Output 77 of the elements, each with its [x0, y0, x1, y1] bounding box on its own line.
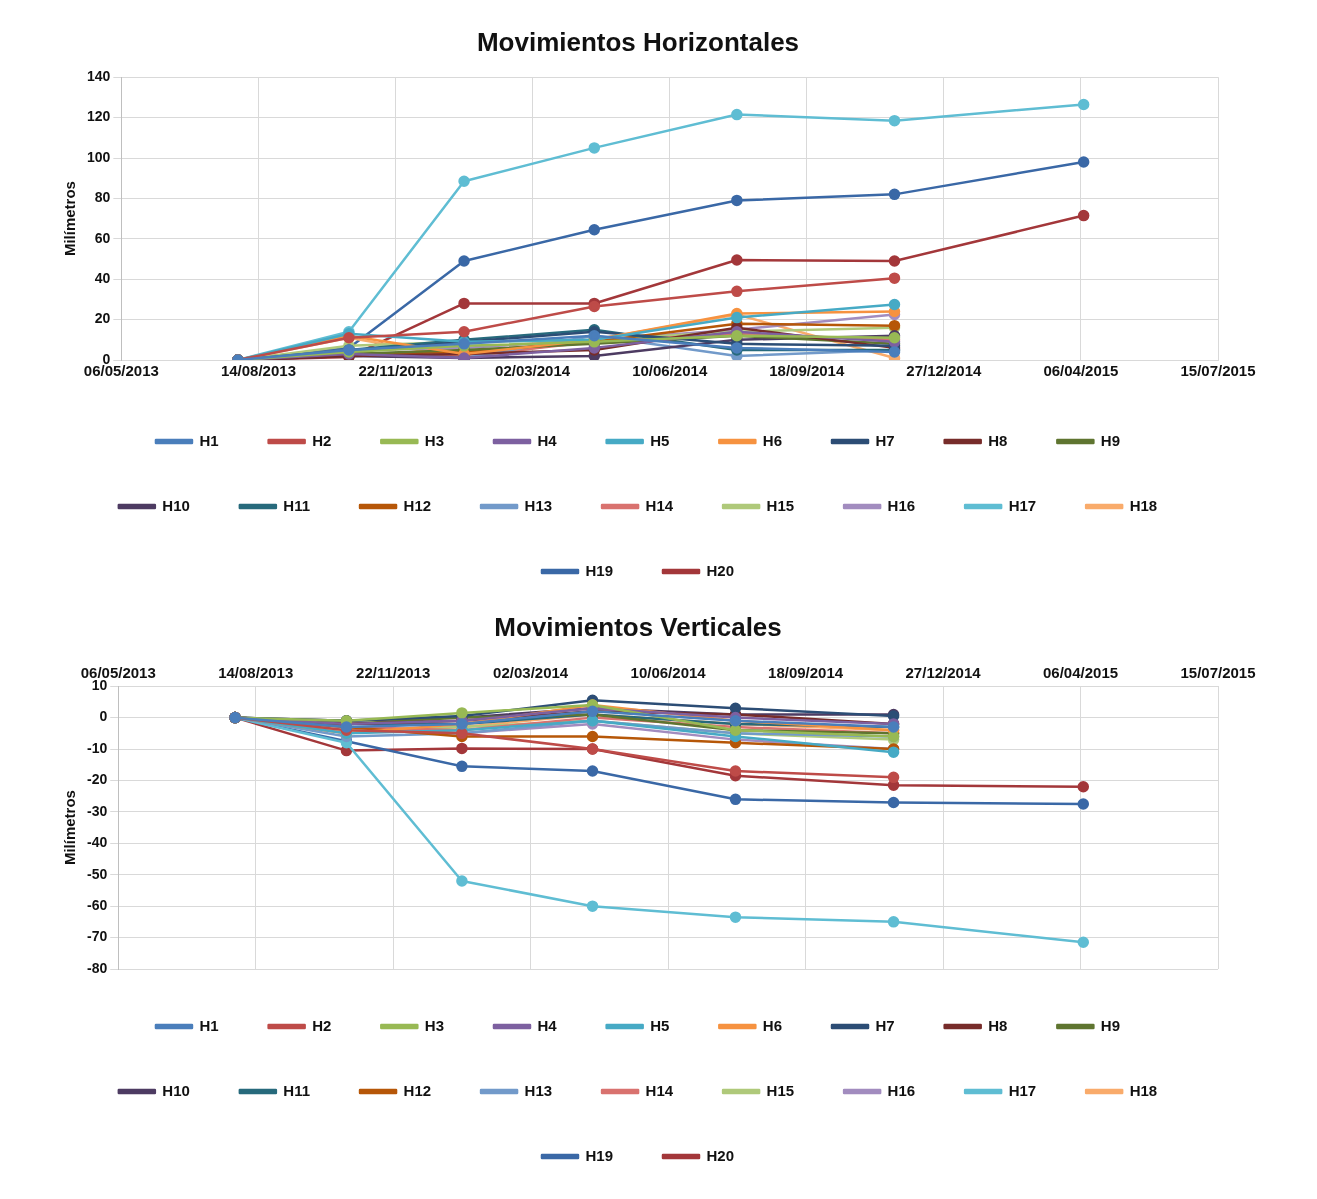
legend-label: H2	[312, 431, 332, 449]
legend-label: H10	[162, 496, 190, 514]
legend-label: H15	[766, 1081, 795, 1099]
y-tick-label: -50	[87, 865, 108, 882]
y-tick-label: 40	[94, 270, 111, 287]
legend-label: H13	[524, 496, 553, 514]
legend-label: H6	[762, 1016, 783, 1034]
legend-label: H14	[645, 496, 674, 514]
chart-title: Movimientos Horizontales	[476, 26, 800, 57]
y-tick-label: -30	[87, 802, 108, 819]
y-tick-label: -60	[87, 897, 108, 914]
legend-label: H11	[283, 496, 311, 514]
legend-label: H7	[875, 1016, 895, 1034]
y-tick-label: 10	[91, 677, 108, 694]
legend-label: H16	[887, 496, 916, 514]
y-tick-label: 60	[94, 229, 111, 246]
y-axis-title: Milímetros	[61, 181, 79, 257]
x2-tick-label: 18/09/2014	[768, 664, 844, 682]
legend-label: H4	[537, 1016, 558, 1034]
x-tick-label: 06/04/2015	[1043, 362, 1119, 380]
y-tick-label: -40	[87, 834, 108, 851]
x-tick-label: 27/12/2014	[906, 362, 983, 380]
legend-label: H11	[283, 1081, 311, 1099]
x2-tick-label: 02/03/2014	[493, 664, 569, 682]
legend-label: H9	[1100, 431, 1121, 449]
y-tick-label: 20	[94, 310, 111, 327]
y-tick-label: 0	[99, 708, 108, 725]
legend-label: H15	[766, 496, 795, 514]
x-tick-label: 15/07/2015	[1180, 362, 1256, 380]
legend-label: H12	[403, 496, 432, 514]
legend-label: H3	[424, 431, 444, 449]
legend-label: H20	[706, 1146, 735, 1164]
legend-label: H5	[650, 431, 670, 449]
y-tick-label: -20	[87, 771, 108, 788]
x2-tick-label: 14/08/2013	[218, 664, 294, 682]
x-tick-label: 18/09/2014	[769, 362, 845, 380]
legend-label: H6	[762, 431, 783, 449]
x-tick-label: 10/06/2014	[632, 362, 708, 380]
x2-tick-label: 27/12/2014	[905, 664, 982, 682]
legend-label: H4	[537, 431, 558, 449]
legend-label: H1	[199, 1016, 219, 1034]
legend-label: H18	[1129, 1081, 1158, 1099]
legend-label: H14	[645, 1081, 674, 1099]
y-tick-label: -10	[87, 739, 108, 756]
y-axis-title: Milímetros	[61, 790, 79, 866]
x-tick-label: 14/08/2013	[220, 362, 296, 380]
x2-tick-label: 15/07/2015	[1180, 664, 1256, 682]
legend-label: H19	[585, 561, 614, 579]
legend-label: H5	[650, 1016, 670, 1034]
legend-label: H12	[403, 1081, 432, 1099]
legend-label: H18	[1129, 496, 1158, 514]
y-tick-label: -80	[87, 959, 108, 976]
legend-label: H17	[1008, 1081, 1037, 1099]
chart-title: Movimientos Verticales	[494, 611, 782, 642]
legend-label: H13	[524, 1081, 553, 1099]
legend-label: H8	[988, 1016, 1008, 1034]
legend-label: H19	[585, 1146, 614, 1164]
x2-tick-label: 06/04/2015	[1042, 664, 1119, 682]
legend-label: H20	[706, 561, 735, 579]
x2-tick-label: 10/06/2014	[630, 664, 707, 682]
legend-label: H9	[1100, 1016, 1121, 1034]
legend-label: H1	[199, 431, 219, 449]
legend-label: H7	[875, 431, 895, 449]
legend-label: H3	[424, 1016, 444, 1034]
legend-label: H10	[162, 1081, 190, 1099]
y-tick-label: 100	[87, 148, 111, 165]
legend-label: H8	[988, 431, 1008, 449]
legend-label: H16	[887, 1081, 916, 1099]
legend-label: H17	[1008, 496, 1037, 514]
y-tick-label: 120	[87, 108, 111, 125]
y-tick-label: 80	[94, 189, 111, 206]
y-tick-label: -70	[87, 928, 108, 945]
x2-tick-label: 22/11/2013	[356, 664, 431, 682]
y-tick-label: 140	[87, 68, 111, 85]
x-tick-label: 22/11/2013	[358, 362, 433, 380]
x-tick-label: 02/03/2014	[495, 362, 571, 380]
legend-label: H2	[312, 1016, 332, 1034]
